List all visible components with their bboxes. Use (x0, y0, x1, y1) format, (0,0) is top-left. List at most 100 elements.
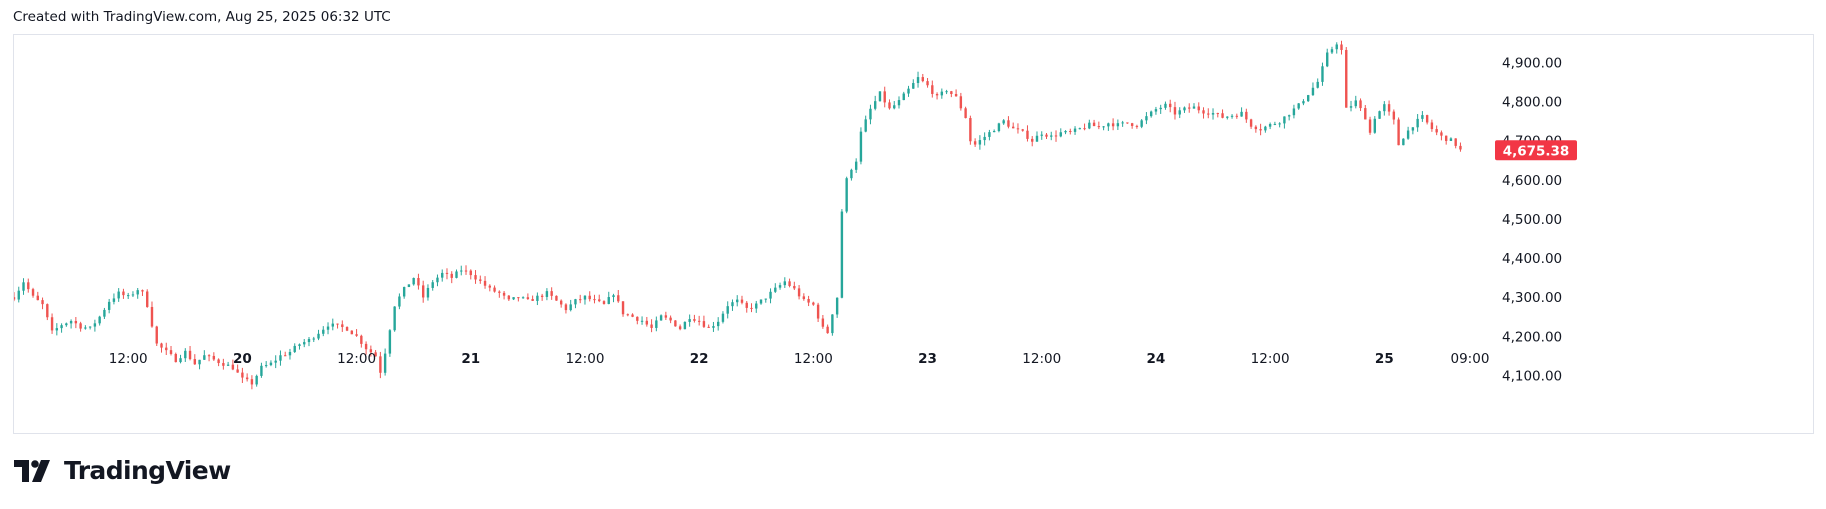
candle-body (1249, 119, 1253, 127)
time-tick-label: 12:00 (109, 351, 148, 367)
candle-body (1297, 103, 1300, 109)
candle-body (1368, 119, 1372, 133)
candle-body (1235, 115, 1239, 117)
candle-body (60, 325, 63, 329)
candle-body (935, 93, 939, 96)
candle (621, 301, 625, 317)
candle-body (1031, 138, 1034, 142)
candle-body (502, 292, 506, 296)
candle-body (1173, 107, 1177, 115)
time-tick-label: 12:00 (1022, 351, 1061, 367)
time-tick-label: 09:00 (1451, 351, 1490, 367)
candle (1321, 62, 1324, 86)
candle-body (1183, 107, 1186, 111)
candle-body (926, 81, 929, 86)
candle-body (1050, 135, 1053, 137)
price-axis[interactable]: 4,100.00 4,200.00 4,300.00 4,400.00 4,500.00… (1502, 55, 1562, 384)
time-tick-label: 22 (690, 351, 709, 367)
candle-body (179, 358, 182, 363)
candle (1302, 99, 1305, 106)
candle-body (1287, 115, 1291, 117)
candle-body (483, 280, 487, 286)
time-axis[interactable]: 12:00 20 12:00 21 12:00 22 12:00 23 12:00 24 12:00… (109, 351, 1490, 367)
candle-body (1164, 103, 1167, 108)
candle-body (1316, 81, 1319, 88)
candle-body (1268, 124, 1272, 127)
candle (574, 298, 577, 309)
candle (203, 350, 206, 360)
candle-body (231, 364, 235, 370)
candle-body (1283, 116, 1286, 124)
candle-body (864, 119, 867, 132)
candle (360, 334, 363, 348)
time-tick-label: 12:00 (337, 351, 376, 367)
candle-body (536, 295, 539, 301)
candle (217, 358, 220, 367)
candle (593, 294, 596, 304)
candle (983, 132, 986, 146)
candle (1454, 138, 1457, 149)
candle (84, 325, 87, 330)
candle-body (835, 297, 839, 315)
price-chart[interactable]: 4,100.00 4,200.00 4,300.00 4,400.00 4,500.00… (14, 35, 1813, 433)
candle-body (469, 270, 472, 276)
candle-body (460, 270, 463, 272)
candle (540, 293, 544, 301)
candle-body (1221, 113, 1224, 118)
candle-body (526, 297, 530, 299)
candle (778, 282, 782, 290)
candle (1007, 116, 1010, 129)
candle (1069, 128, 1072, 135)
candle-body (1354, 100, 1357, 107)
candle-body (65, 323, 68, 326)
candle (678, 324, 682, 331)
candle-body (688, 319, 691, 322)
candle-body (479, 279, 482, 281)
candle (950, 90, 953, 98)
candle-body (736, 299, 739, 303)
candle (517, 297, 520, 302)
candle-body (1226, 116, 1229, 118)
candle-body (1254, 126, 1258, 130)
candle (1145, 112, 1148, 125)
candle (883, 86, 886, 108)
candle-body (88, 326, 92, 328)
candle (22, 278, 25, 295)
candle (783, 277, 787, 288)
candle (312, 336, 315, 342)
candle-body (640, 320, 644, 322)
candle-body (1002, 120, 1005, 124)
candle (1335, 42, 1338, 54)
candle (1130, 122, 1134, 129)
candle-body (1435, 129, 1438, 133)
candle-body (288, 351, 292, 356)
candle (455, 269, 458, 279)
candle-body (574, 299, 577, 305)
candle (912, 79, 915, 89)
candle (854, 158, 858, 173)
price-tick-label: 4,300.00 (1502, 290, 1562, 306)
candle (155, 325, 158, 347)
last-price-marker: 4,675.38 (1495, 140, 1577, 161)
candle (821, 315, 825, 329)
candle (421, 280, 425, 303)
candle (945, 89, 948, 95)
candle (1459, 142, 1462, 152)
chart-pane[interactable]: 4,100.00 4,200.00 4,300.00 4,400.00 4,500.00… (13, 34, 1814, 434)
candle-body (303, 342, 306, 345)
candle (298, 343, 301, 350)
candle (398, 293, 401, 310)
candle-body (1430, 122, 1434, 130)
price-tick-label: 4,100.00 (1502, 368, 1562, 384)
candle (731, 299, 734, 311)
tradingview-brand[interactable]: TradingView (14, 456, 231, 485)
candle (93, 319, 97, 332)
candle (288, 348, 292, 360)
candle (1230, 114, 1234, 119)
candle-body (940, 91, 944, 96)
candle-body (750, 307, 753, 309)
candle-body (916, 77, 920, 84)
candle (374, 350, 377, 357)
candle (1140, 119, 1143, 129)
candle (526, 293, 530, 300)
